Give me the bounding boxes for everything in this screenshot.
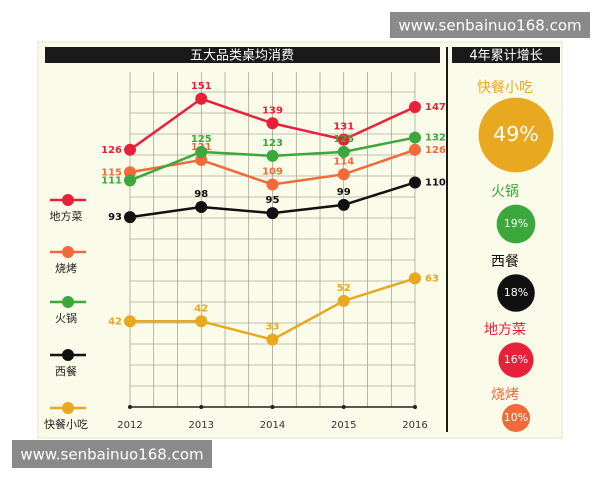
side-title: 4年累计增长 xyxy=(469,49,542,64)
side-title-bar xyxy=(452,47,560,63)
legend-marker xyxy=(62,194,74,206)
chart-title: 五大品类桌均消费 xyxy=(190,49,294,64)
legend-label: 烧烤 xyxy=(55,261,77,275)
value-label: 10% xyxy=(504,411,528,424)
value-label: 49% xyxy=(493,122,539,146)
data-point xyxy=(124,315,136,328)
legend-label: 火锅 xyxy=(55,312,77,325)
data-point xyxy=(409,143,421,156)
data-label: 115 xyxy=(101,167,122,178)
data-label: 147 xyxy=(425,102,446,113)
watermark-box xyxy=(390,12,590,38)
value-label: 18% xyxy=(504,286,528,299)
legend-marker xyxy=(62,246,74,258)
data-point xyxy=(195,145,208,158)
data-label: 33 xyxy=(266,322,280,333)
data-label: 42 xyxy=(108,316,122,327)
legend-label: 地方菜 xyxy=(50,209,83,223)
legend-label: 快餐小吃 xyxy=(44,417,88,431)
data-label: 114 xyxy=(333,156,354,167)
data-point xyxy=(195,92,208,105)
data-point xyxy=(409,100,421,113)
x-tick xyxy=(199,405,204,409)
bubble xyxy=(498,342,534,378)
data-point xyxy=(409,131,421,144)
legend-marker xyxy=(62,402,74,414)
x-tick-label: 2013 xyxy=(189,420,214,431)
data-point xyxy=(266,117,279,130)
data-point xyxy=(266,178,279,191)
data-label: 95 xyxy=(266,195,280,206)
data-point xyxy=(124,174,136,187)
data-label: 111 xyxy=(101,175,122,186)
watermark: www.senbainuo168.com xyxy=(20,446,203,464)
data-point xyxy=(337,145,350,158)
data-label: 63 xyxy=(425,273,439,284)
data-point xyxy=(337,294,350,307)
category-label: 快餐小吃 xyxy=(477,80,533,96)
x-tick-label: 2012 xyxy=(117,420,142,431)
data-label: 109 xyxy=(262,167,283,178)
legend-marker xyxy=(62,296,74,308)
data-point xyxy=(124,143,136,156)
data-label: 125 xyxy=(333,134,354,145)
data-label: 42 xyxy=(194,303,208,314)
bubble xyxy=(502,404,530,432)
data-label: 139 xyxy=(262,105,283,116)
data-label: 123 xyxy=(262,138,283,149)
data-point xyxy=(409,176,421,189)
x-tick xyxy=(270,405,275,409)
x-tick xyxy=(413,405,417,409)
data-label: 131 xyxy=(333,122,354,133)
category-label: 火锅 xyxy=(491,184,519,200)
value-label: 19% xyxy=(504,217,528,230)
data-point xyxy=(337,168,350,181)
data-label: 98 xyxy=(194,189,208,200)
value-label: 16% xyxy=(504,353,528,366)
data-label: 110 xyxy=(425,177,446,188)
category-label: 地方菜 xyxy=(484,322,526,338)
bubble xyxy=(496,204,536,244)
data-point xyxy=(266,149,279,162)
data-point xyxy=(195,200,208,213)
data-point xyxy=(266,207,279,220)
data-label: 132 xyxy=(425,133,446,144)
data-point xyxy=(124,211,136,224)
x-tick-label: 2015 xyxy=(331,420,356,431)
data-label: 93 xyxy=(108,212,122,223)
x-tick-label: 2016 xyxy=(402,420,427,431)
category-label: 烧烤 xyxy=(491,387,519,403)
data-point xyxy=(266,333,279,346)
data-point xyxy=(337,133,350,146)
data-label: 151 xyxy=(191,81,212,92)
category-label: 西餐 xyxy=(491,254,519,270)
panel-background xyxy=(37,41,563,439)
data-point xyxy=(195,315,208,328)
data-label: 126 xyxy=(101,145,122,156)
watermark-box xyxy=(12,440,212,468)
data-point xyxy=(409,272,421,285)
data-label: 126 xyxy=(425,145,446,156)
data-label: 125 xyxy=(191,134,212,145)
x-tick-label: 2014 xyxy=(260,420,285,431)
bubble xyxy=(497,274,535,312)
watermark: www.senbainuo168.com xyxy=(398,17,581,35)
bubble xyxy=(478,97,554,173)
data-point xyxy=(337,198,350,211)
title-bar xyxy=(45,47,440,63)
data-label: 99 xyxy=(337,187,351,198)
legend-marker xyxy=(62,349,74,361)
x-tick xyxy=(341,405,346,409)
legend-label: 西餐 xyxy=(55,364,77,378)
data-label: 52 xyxy=(337,283,351,294)
x-tick xyxy=(128,405,132,409)
